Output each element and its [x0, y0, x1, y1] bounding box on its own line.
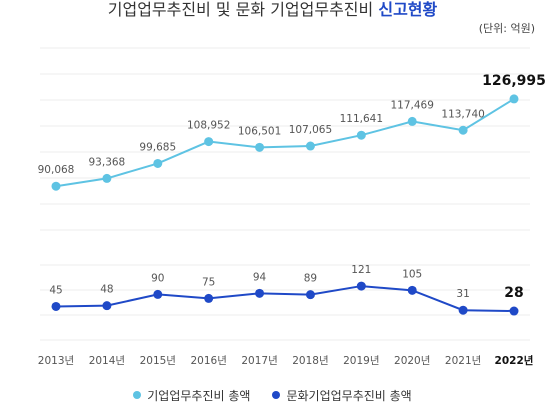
- x-tick-label: 2017년: [241, 355, 277, 367]
- data-point: [458, 125, 468, 135]
- data-point: [102, 301, 112, 311]
- data-point: [51, 181, 61, 191]
- line-chart: 90,068 93,368 99,685 108,952 106,501 107,065 1…: [38, 47, 545, 367]
- legend-item-culture: 문화기업업무추진비 총액: [272, 387, 412, 404]
- data-point: [102, 173, 112, 183]
- data-label: 126,995: [482, 73, 545, 89]
- data-point: [204, 293, 214, 303]
- data-label: 90,068: [38, 164, 75, 176]
- data-label: 31: [456, 288, 469, 300]
- data-label: 75: [202, 276, 215, 288]
- chart-legend: 기업업무추진비 총액 문화기업업무추진비 총액: [0, 386, 545, 404]
- data-label: 94: [253, 271, 267, 283]
- series-line-culture: [55, 285, 515, 313]
- data-label: 121: [351, 264, 371, 276]
- data-label: 108,952: [187, 120, 230, 132]
- data-point: [407, 116, 417, 126]
- x-tick-label: 2014년: [89, 355, 125, 367]
- data-label: 107,065: [289, 124, 332, 136]
- data-point: [255, 288, 265, 298]
- x-tick-label: 2015년: [140, 355, 176, 367]
- x-tick-label: 2022년: [495, 354, 534, 367]
- data-label: 89: [304, 273, 317, 285]
- legend-label-total: 기업업무추진비 총액: [147, 388, 251, 403]
- x-tick-label: 2019년: [343, 355, 379, 367]
- legend-label-culture: 문화기업업무추진비 총액: [286, 388, 412, 403]
- data-label: 28: [504, 285, 523, 301]
- legend-dot-culture: [272, 391, 281, 399]
- data-label: 99,685: [139, 141, 176, 153]
- data-label: 113,740: [441, 108, 484, 120]
- x-tick-label: 2016년: [190, 355, 226, 367]
- x-tick-label: 2021년: [445, 355, 481, 367]
- legend-dot-total: [133, 391, 142, 399]
- data-label: 111,641: [340, 113, 383, 125]
- x-tick-label: 2013년: [38, 355, 74, 367]
- data-label: 48: [100, 284, 113, 296]
- data-point: [255, 142, 265, 152]
- data-label: 90: [151, 272, 164, 284]
- data-point: [51, 301, 61, 311]
- legend-item-total: 기업업무추진비 총액: [133, 387, 250, 404]
- data-point: [509, 306, 519, 316]
- data-point: [356, 130, 366, 140]
- data-label: 106,501: [238, 125, 281, 137]
- data-point: [356, 281, 366, 291]
- data-point: [407, 285, 417, 295]
- series-line-total: [55, 98, 515, 188]
- data-point: [153, 158, 163, 168]
- data-point: [305, 141, 315, 151]
- x-tick-label: 2020년: [394, 355, 430, 367]
- chart-title: 기업업무추진비 및 문화 기업업무추진비 신고현황: [0, 0, 545, 20]
- data-point: [204, 137, 214, 147]
- data-label: 117,469: [391, 99, 434, 111]
- chart-title-highlight: 신고현황: [378, 0, 438, 19]
- data-label: 105: [402, 268, 422, 280]
- x-tick-label: 2018년: [292, 355, 328, 367]
- data-point: [458, 305, 468, 315]
- chart-title-main: 기업업무추진비 및 문화 기업업무추진비: [107, 0, 374, 19]
- data-label: 93,368: [89, 156, 126, 168]
- data-point: [509, 94, 519, 104]
- data-point: [153, 289, 163, 299]
- data-point: [305, 290, 315, 300]
- data-label: 45: [49, 284, 62, 296]
- unit-label: (단위: 억원): [478, 22, 535, 35]
